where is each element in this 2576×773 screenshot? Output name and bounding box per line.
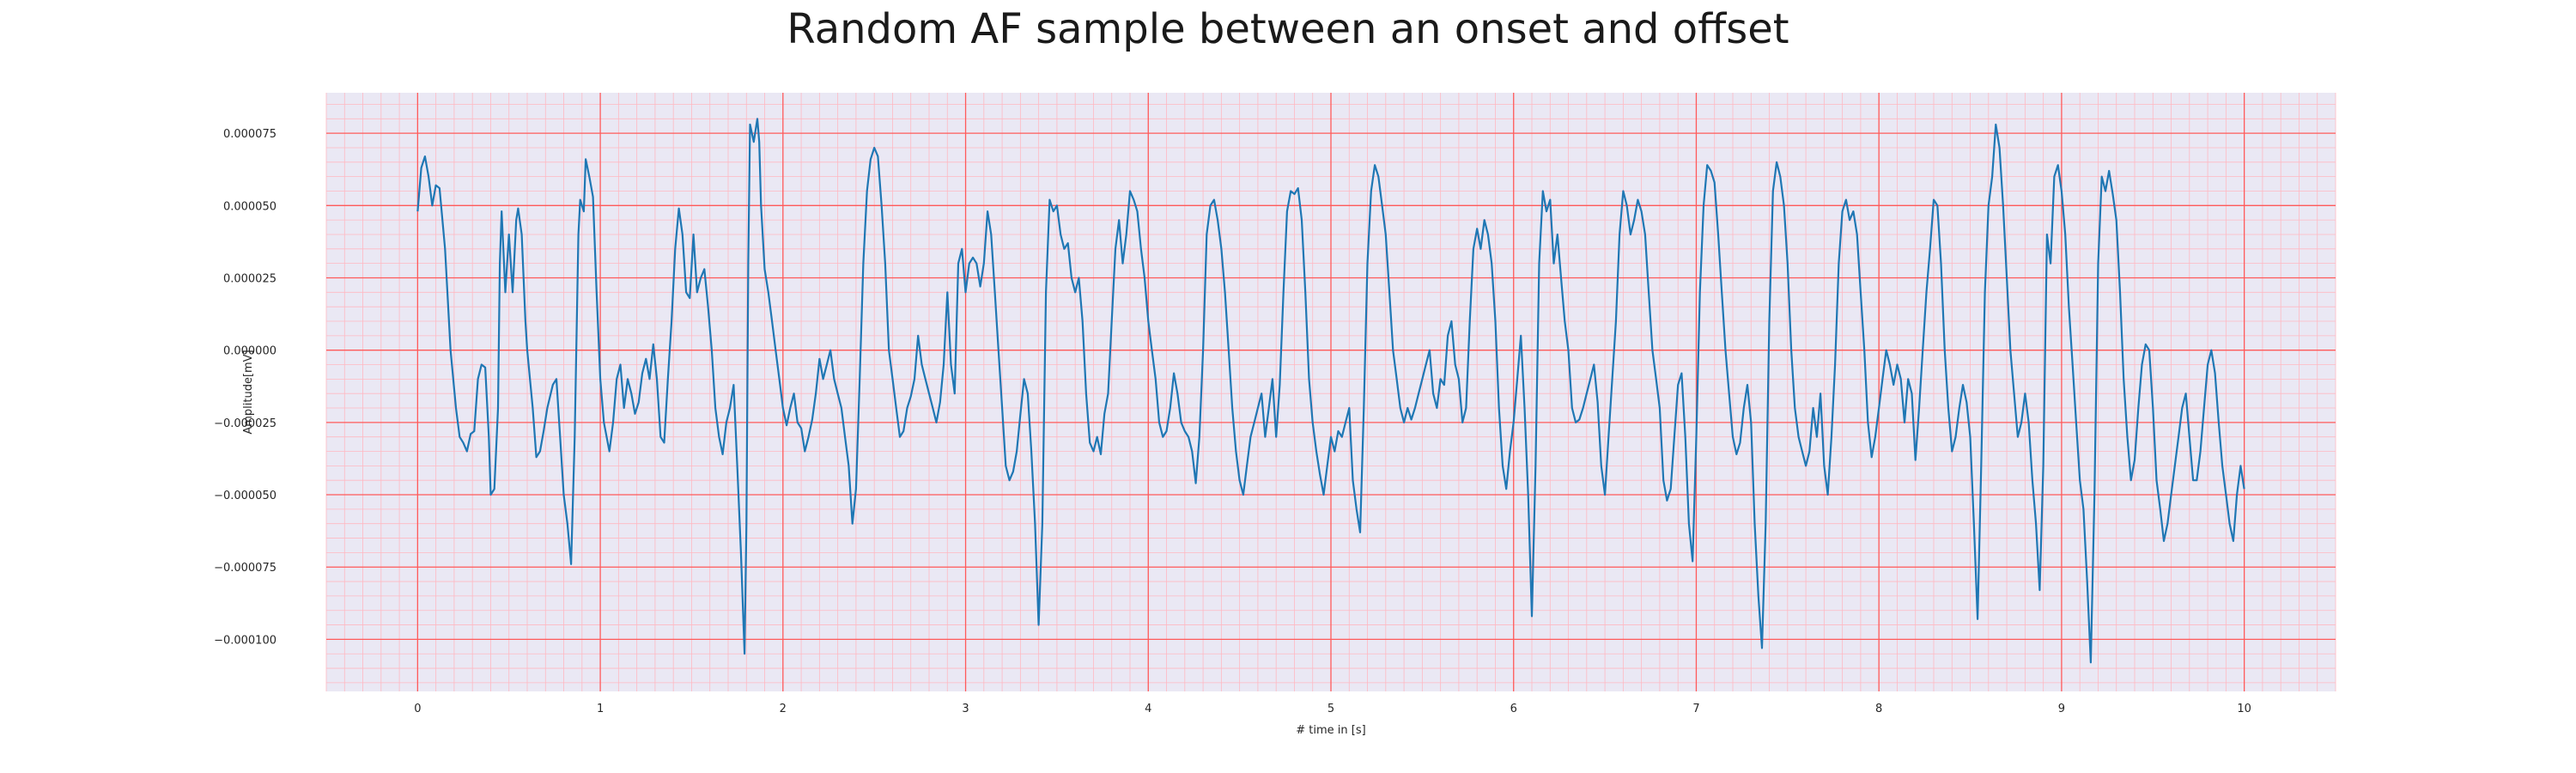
y-axis-label: Amplitude[mV]	[242, 350, 255, 434]
x-tick-label: 10	[2237, 703, 2251, 715]
y-tick-label: −0.000050	[214, 490, 276, 502]
y-tick-label: −0.000075	[214, 562, 276, 575]
y-tick-label: 0.000075	[223, 128, 276, 141]
x-tick-label: 1	[597, 703, 604, 715]
x-axis-label: # time in [s]	[1296, 724, 1365, 737]
y-tick-label: 0.000000	[223, 345, 276, 358]
y-tick-label: −0.000100	[214, 634, 276, 647]
series-line	[416, 118, 2245, 664]
x-tick-label: 9	[2058, 703, 2065, 715]
y-axis: 0.000075 0.000050 0.000025 0.000000 −0.00002…	[214, 128, 276, 647]
x-tick-label: 8	[1875, 703, 1882, 715]
x-tick-label: 5	[1327, 703, 1334, 715]
x-tick-label: 7	[1692, 703, 1699, 715]
chart-title: Random AF sample between an onset and of…	[787, 5, 1789, 53]
y-tick-label: 0.000025	[223, 272, 276, 285]
x-axis: 0 1 2 3 4 5 6 7 8 9 10	[414, 703, 2251, 715]
y-tick-label: 0.000050	[223, 200, 276, 213]
major-grid	[326, 93, 2336, 691]
x-tick-label: 2	[780, 703, 787, 715]
x-tick-label: 3	[962, 703, 969, 715]
y-tick-label: −0.000025	[214, 417, 276, 430]
x-tick-label: 0	[414, 703, 421, 715]
x-tick-label: 6	[1510, 703, 1517, 715]
x-tick-label: 4	[1145, 703, 1151, 715]
